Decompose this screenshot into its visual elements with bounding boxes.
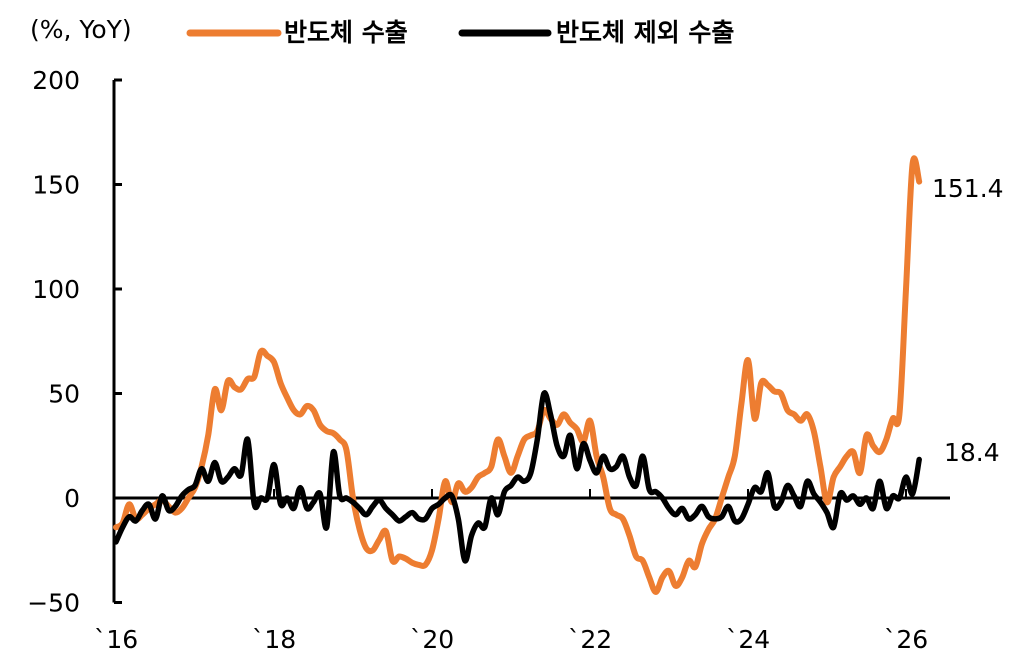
y-tick-label: 200 xyxy=(32,66,80,95)
y-tick-label: 100 xyxy=(32,275,80,304)
series-semiconductor xyxy=(113,155,923,595)
legend-label-semiconductor: 반도체 수출 xyxy=(284,18,408,47)
unit-label: (%, YoY) xyxy=(30,15,132,44)
series-ex-semiconductor xyxy=(113,390,922,564)
end-label-ex-semiconductor: 18.4 xyxy=(944,438,1000,467)
x-tick-label: `18 xyxy=(252,625,296,654)
legend-label-ex-semiconductor: 반도체 제외 수출 xyxy=(556,18,734,47)
x-axis: `16 `18 `20 `22 `24 `26 xyxy=(94,489,950,654)
x-tick-label: `26 xyxy=(884,625,928,654)
x-tick-label: `24 xyxy=(726,625,770,654)
y-tick-label: 150 xyxy=(32,171,80,200)
x-tick-label: `16 xyxy=(94,625,138,654)
y-tick-label: 0 xyxy=(64,484,80,513)
x-tick-label: `22 xyxy=(568,625,612,654)
y-tick-label: −50 xyxy=(27,589,80,618)
y-axis: 200 150 100 50 0 −50 xyxy=(27,66,122,618)
legend-item-ex-semiconductor: 반도체 제외 수출 xyxy=(458,18,734,47)
series-layer xyxy=(113,155,923,595)
end-label-semiconductor: 151.4 xyxy=(932,174,1004,203)
x-tick-label: `20 xyxy=(410,625,454,654)
legend-item-semiconductor: 반도체 수출 xyxy=(186,18,408,47)
end-labels: 151.4 18.4 xyxy=(932,174,1004,467)
y-tick-label: 50 xyxy=(48,380,80,409)
